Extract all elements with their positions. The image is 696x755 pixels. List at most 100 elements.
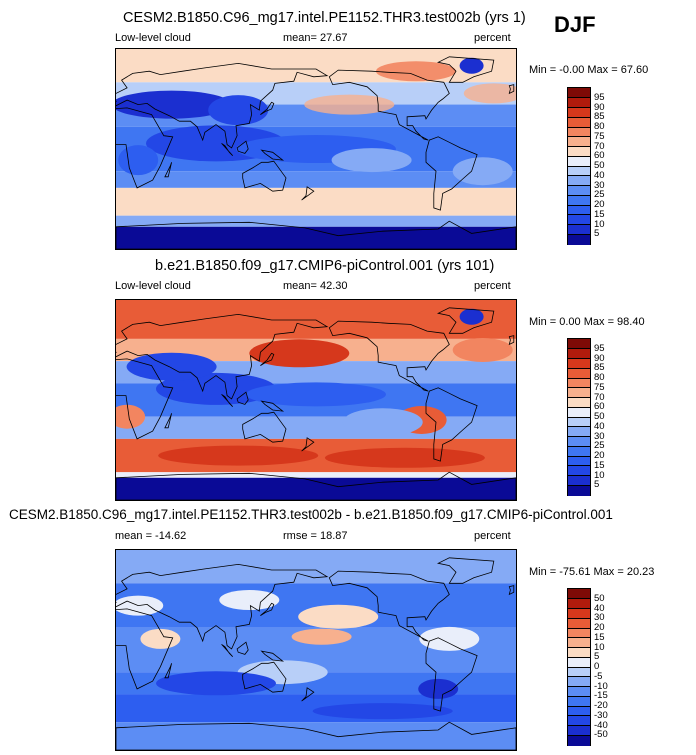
colorbar-swatch bbox=[568, 647, 590, 658]
colorbar-tick-label: 75 bbox=[594, 130, 605, 142]
panel-2-title: b.e21.B1850.f09_g17.CMIP6-piControl.001 … bbox=[155, 258, 495, 274]
colorbar-tick-label: 10 bbox=[594, 218, 605, 230]
colorbar-tick-label: 50 bbox=[594, 160, 605, 171]
panel-3-rmse: rmse = 18.87 bbox=[283, 530, 348, 542]
colorbar-tick-label: 5 bbox=[594, 479, 600, 491]
colorbar-swatch bbox=[568, 676, 590, 687]
colorbar-swatch bbox=[568, 358, 590, 369]
colorbar-tick-label: 75 bbox=[594, 381, 605, 393]
continent-outline bbox=[164, 663, 172, 679]
colorbar-swatch bbox=[568, 715, 590, 726]
panel-2-mean: mean= 42.30 bbox=[283, 280, 348, 292]
colorbar-swatch bbox=[568, 436, 590, 447]
colorbar-tick-label: 5 bbox=[594, 228, 600, 240]
colorbar-tick-label: 30 bbox=[594, 430, 605, 442]
season-label: DJF bbox=[554, 12, 596, 37]
panel-3-mean: mean = -14.62 bbox=[115, 530, 187, 542]
panel-2-left-label: Low-level cloud bbox=[115, 280, 191, 292]
colorbar-swatch bbox=[568, 127, 590, 138]
panel-3-units: percent bbox=[474, 530, 511, 542]
colorbar-tick-label: 15 bbox=[594, 631, 605, 643]
colorbar-tick-label: -30 bbox=[594, 709, 608, 721]
colorbar-swatch bbox=[568, 224, 590, 235]
panel-1-map bbox=[115, 48, 517, 250]
colorbar-tick-label: 20 bbox=[594, 450, 605, 461]
continent-outline bbox=[425, 136, 478, 211]
colorbar-swatch bbox=[568, 387, 590, 398]
cloud-field-patch bbox=[376, 61, 456, 82]
continent-outline bbox=[164, 413, 172, 429]
colorbar-tick-label: 85 bbox=[594, 111, 605, 123]
colorbar-tick-label: 40 bbox=[594, 420, 605, 432]
continent-outline bbox=[260, 602, 275, 616]
panel-1-title: CESM2.B1850.C96_mg17.intel.PE1152.THR3.t… bbox=[123, 10, 526, 26]
cloud-field-patch bbox=[116, 404, 146, 429]
colorbar-tick-label: 0 bbox=[594, 661, 600, 672]
continent-outline bbox=[260, 149, 285, 161]
colorbar-swatch bbox=[568, 205, 590, 216]
colorbar-tick-label: 20 bbox=[594, 622, 605, 633]
panel-2-map bbox=[115, 299, 517, 501]
cloud-field-patch bbox=[298, 604, 379, 629]
colorbar-swatch bbox=[568, 397, 590, 408]
continent-outline bbox=[425, 637, 478, 712]
colorbar-swatch bbox=[568, 426, 590, 437]
panel-1-mean: mean= 27.67 bbox=[283, 32, 348, 44]
colorbar-tick-label: 30 bbox=[594, 179, 605, 191]
panel-3-colorbar: -50 -40 -30 -20 -15 -10 -5 0 5 10 15 20 30 40 50 bbox=[567, 588, 608, 746]
continent-outline bbox=[301, 437, 315, 452]
colorbar-swatch bbox=[568, 97, 590, 108]
colorbar-tick-label: 70 bbox=[594, 140, 605, 152]
colorbar-swatch bbox=[568, 608, 590, 619]
colorbar-swatch bbox=[568, 465, 590, 476]
colorbar-swatch bbox=[568, 598, 590, 609]
colorbar-tick-label: -40 bbox=[594, 719, 608, 731]
colorbar-swatch bbox=[568, 618, 590, 629]
colorbar-tick-label: 30 bbox=[594, 612, 605, 624]
panel-1-minmax: Min = -0.00 Max = 67.60 bbox=[529, 64, 649, 76]
continent-outline bbox=[508, 84, 515, 95]
cloud-field-band bbox=[116, 215, 516, 227]
continent-outline bbox=[242, 160, 287, 192]
colorbar-tick-label: 70 bbox=[594, 391, 605, 403]
colorbar-swatch bbox=[568, 589, 590, 600]
panel-3-minmax: Min = -75.61 Max = 20.23 bbox=[529, 566, 655, 578]
cloud-field-patch bbox=[324, 447, 485, 468]
colorbar-tick-label: -50 bbox=[594, 729, 608, 741]
colorbar-tick-label: 90 bbox=[594, 101, 605, 113]
colorbar-swatch bbox=[568, 378, 590, 389]
panel-3-title: CESM2.B1850.C96_mg17.intel.PE1152.THR3.t… bbox=[9, 507, 613, 522]
continent-outline bbox=[260, 352, 275, 366]
cloud-field-patch bbox=[249, 339, 350, 368]
colorbar-tick-label: 85 bbox=[594, 362, 605, 374]
continent-outline bbox=[116, 608, 174, 690]
continent-outline bbox=[425, 387, 478, 462]
cloud-field-patch bbox=[156, 372, 276, 405]
colorbar-tick-label: 50 bbox=[594, 592, 605, 604]
cloud-field-band bbox=[116, 300, 516, 339]
continent-outline bbox=[260, 400, 285, 412]
cloud-field-patch bbox=[208, 95, 269, 126]
continent-outline bbox=[116, 471, 516, 500]
continent-outline bbox=[116, 313, 329, 400]
colorbar-swatch bbox=[568, 456, 590, 467]
cloud-field-band bbox=[116, 49, 516, 83]
panel-3-map bbox=[115, 549, 517, 751]
cloud-field-patch bbox=[116, 90, 232, 119]
colorbar-tick-label: 60 bbox=[594, 150, 605, 162]
cloud-field-patch bbox=[140, 628, 181, 649]
colorbar-tick-label: 80 bbox=[594, 121, 605, 132]
colorbar-tick-label: 25 bbox=[594, 189, 605, 201]
continent-outline bbox=[116, 563, 329, 650]
cloud-field-band bbox=[116, 550, 516, 584]
cloud-field-patch bbox=[452, 157, 513, 186]
panel-1-colorbar: 5 10 15 20 25 30 40 50 60 70 75 80 85 90 95 bbox=[567, 87, 605, 245]
colorbar-tick-label: 20 bbox=[594, 199, 605, 210]
continent-outline bbox=[236, 391, 249, 405]
colorbar-swatch bbox=[568, 637, 590, 648]
colorbar-swatch bbox=[568, 146, 590, 157]
colorbar-tick-label: 40 bbox=[594, 169, 605, 181]
cloud-field-patch bbox=[331, 148, 412, 173]
cloud-field-patch bbox=[459, 57, 484, 74]
colorbar-swatch bbox=[568, 107, 590, 118]
